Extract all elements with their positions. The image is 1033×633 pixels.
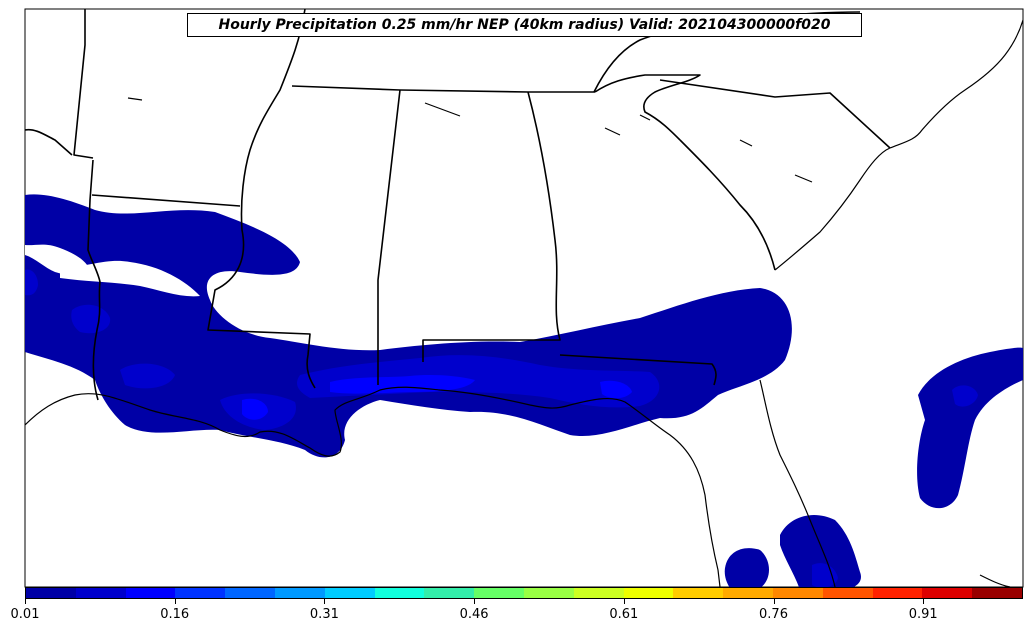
colorbar-segment bbox=[225, 588, 275, 598]
colorbar-segment bbox=[125, 588, 176, 598]
colorbar-segment bbox=[623, 588, 674, 598]
colorbar-tick bbox=[923, 599, 925, 604]
colorbar-segment bbox=[324, 588, 375, 598]
colorbar-tick-label: 0.76 bbox=[759, 607, 788, 622]
map-title: Hourly Precipitation 0.25 mm/hr NEP (40k… bbox=[187, 13, 862, 37]
precip-area-level3 bbox=[242, 375, 632, 420]
colorbar-segment bbox=[922, 588, 973, 598]
colorbar-tick-label: 0.31 bbox=[309, 607, 339, 622]
colorbar-tick bbox=[623, 599, 625, 604]
colorbar-tick-label: 0.91 bbox=[908, 607, 938, 622]
colorbar-tick-label: 0.61 bbox=[609, 607, 639, 622]
colorbar-tick bbox=[474, 599, 476, 604]
colorbar-tick-label: 0.01 bbox=[10, 607, 40, 622]
colorbar-segment bbox=[274, 588, 325, 598]
colorbar-segment bbox=[673, 588, 724, 598]
colorbar-tick bbox=[25, 599, 26, 604]
colorbar-segment bbox=[972, 588, 1022, 598]
colorbar-segment bbox=[374, 588, 425, 598]
colorbar-segment bbox=[523, 588, 574, 598]
colorbar-tick-label: 0.46 bbox=[459, 607, 489, 622]
colorbar-segment bbox=[75, 588, 126, 598]
colorbar-segment bbox=[822, 588, 873, 598]
colorbar-segment bbox=[573, 588, 624, 598]
colorbar-tick bbox=[174, 599, 176, 604]
colorbar-segment bbox=[474, 588, 524, 598]
colorbar-segment bbox=[872, 588, 923, 598]
colorbar-tick bbox=[324, 599, 326, 604]
colorbar-segment bbox=[175, 588, 226, 598]
colorbar-tick bbox=[773, 599, 775, 604]
precip-area-level2 bbox=[25, 269, 978, 587]
coastline bbox=[25, 19, 1023, 587]
colorbar-segment bbox=[424, 588, 475, 598]
colorbar-segment bbox=[723, 588, 773, 598]
colorbar bbox=[25, 587, 1023, 599]
colorbar-ticks: 0.01 0.16 0.31 0.46 0.61 0.76 0.91 bbox=[0, 599, 1033, 629]
colorbar-segment bbox=[772, 588, 823, 598]
colorbar-segment bbox=[26, 588, 76, 598]
colorbar-tick-label: 0.16 bbox=[160, 607, 190, 622]
